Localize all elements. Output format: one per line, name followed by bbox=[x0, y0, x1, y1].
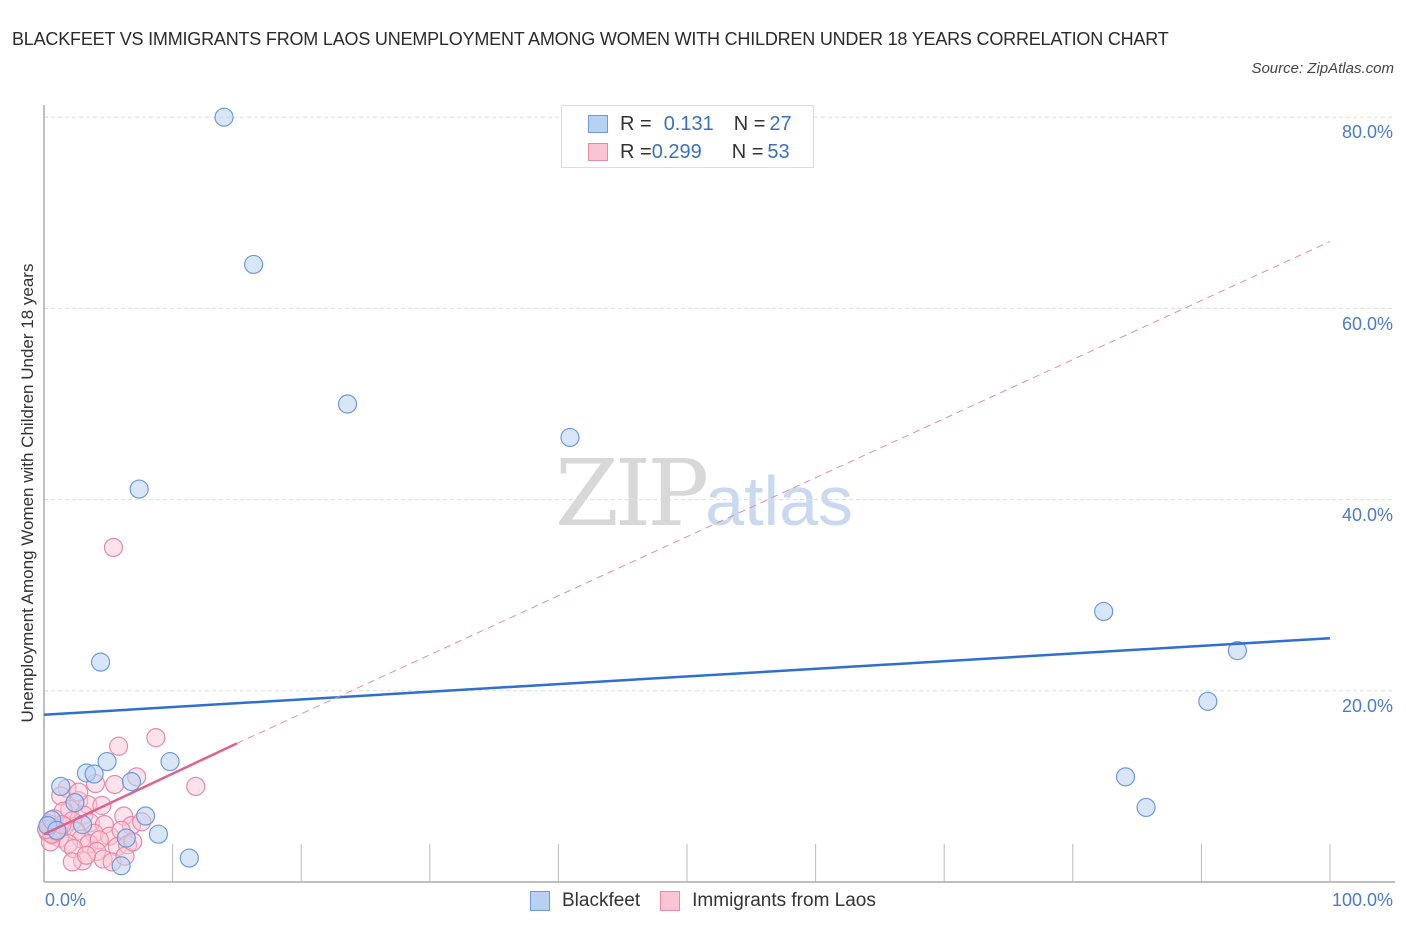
n-label: N = bbox=[731, 140, 764, 163]
laos-trendline bbox=[43, 742, 238, 836]
laos-swatch bbox=[588, 143, 608, 161]
blackfeet-point bbox=[337, 394, 358, 414]
blackfeet-point bbox=[135, 806, 156, 826]
laos-legend-swatch bbox=[660, 891, 681, 911]
blackfeet-point bbox=[214, 107, 234, 127]
blackfeet-point bbox=[97, 751, 117, 772]
blackfeet-point bbox=[1136, 797, 1156, 818]
legend-label: Blackfeet bbox=[562, 890, 641, 911]
blackfeet-point bbox=[244, 254, 264, 275]
legend: Blackfeet Immigrants from Laos bbox=[530, 890, 896, 912]
laos-point bbox=[108, 736, 129, 756]
blackfeet-point bbox=[160, 751, 180, 772]
laos-trendline-extension bbox=[236, 241, 1331, 744]
blackfeet-point bbox=[560, 427, 580, 448]
y-tick-80: 80.0% bbox=[1341, 122, 1393, 142]
blackfeet-trendline bbox=[43, 636, 1331, 716]
n-label: N = bbox=[733, 112, 766, 135]
laos-point bbox=[103, 537, 124, 558]
n-value: 27 bbox=[769, 112, 792, 135]
x-tick-min: 0.0% bbox=[45, 890, 87, 910]
blackfeet-point bbox=[84, 764, 104, 784]
stats-box: R = 0.131 N = 27 R = 0.299 N = 53 bbox=[561, 105, 814, 168]
laos-point bbox=[92, 795, 112, 816]
blackfeet-swatch bbox=[588, 115, 608, 133]
blackfeet-point bbox=[90, 652, 111, 672]
y-tick-20: 20.0% bbox=[1341, 696, 1393, 716]
legend-item-laos[interactable]: Immigrants from Laos bbox=[660, 890, 876, 912]
blackfeet-point bbox=[179, 848, 199, 868]
y-tick-60: 60.0% bbox=[1341, 314, 1393, 334]
blackfeet-point bbox=[116, 828, 136, 848]
blackfeet-point bbox=[1227, 641, 1248, 661]
laos-point bbox=[146, 728, 166, 748]
legend-item-blackfeet[interactable]: Blackfeet bbox=[530, 890, 640, 912]
y-tick-40: 40.0% bbox=[1341, 505, 1393, 525]
legend-label: Immigrants from Laos bbox=[692, 890, 876, 911]
r-label: R = bbox=[620, 112, 652, 135]
blackfeet-point bbox=[121, 772, 142, 792]
laos-point bbox=[105, 774, 125, 795]
stats-row-laos: R = 0.299 N = 53 bbox=[620, 138, 790, 166]
r-value: 0.131 bbox=[663, 112, 714, 135]
laos-point bbox=[186, 776, 206, 797]
blackfeet-legend-swatch bbox=[530, 891, 550, 911]
laos-point bbox=[76, 845, 97, 865]
watermark-atlas: atlas bbox=[705, 462, 854, 540]
chart-title: BLACKFEET VS IMMIGRANTS FROM LAOS UNEMPL… bbox=[12, 29, 1169, 49]
watermark-zip: ZIP bbox=[555, 440, 709, 547]
r-value: 0.299 bbox=[651, 140, 702, 163]
x-tick-max: 100.0% bbox=[1331, 890, 1393, 910]
source-label: Source: ZipAtlas.com bbox=[1251, 60, 1394, 77]
blackfeet-point bbox=[1094, 601, 1114, 622]
blackfeet-point bbox=[129, 479, 149, 499]
stats-row-blackfeet: R = 0.131 N = 27 bbox=[620, 110, 792, 138]
blackfeet-point bbox=[111, 856, 131, 876]
blackfeet-point bbox=[148, 824, 169, 844]
n-value: 53 bbox=[767, 140, 790, 163]
blackfeet-point bbox=[1198, 691, 1218, 711]
r-label: R = bbox=[620, 140, 652, 163]
blackfeet-point bbox=[1115, 767, 1136, 787]
blackfeet-point bbox=[51, 776, 71, 797]
watermark: ZIPatlas bbox=[555, 440, 853, 547]
blackfeet-point bbox=[65, 793, 85, 813]
